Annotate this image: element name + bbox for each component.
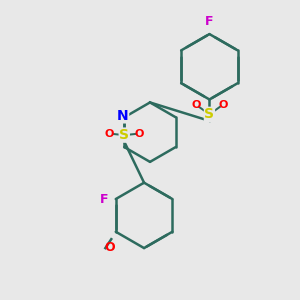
Text: S: S — [204, 107, 214, 121]
Text: O: O — [191, 100, 201, 110]
Text: O: O — [218, 100, 227, 110]
Text: O: O — [105, 129, 114, 139]
Text: F: F — [205, 15, 214, 28]
Text: O: O — [104, 241, 115, 254]
Text: S: S — [119, 128, 129, 142]
Text: N: N — [117, 109, 129, 123]
Text: F: F — [100, 193, 108, 206]
Text: O: O — [134, 129, 144, 139]
